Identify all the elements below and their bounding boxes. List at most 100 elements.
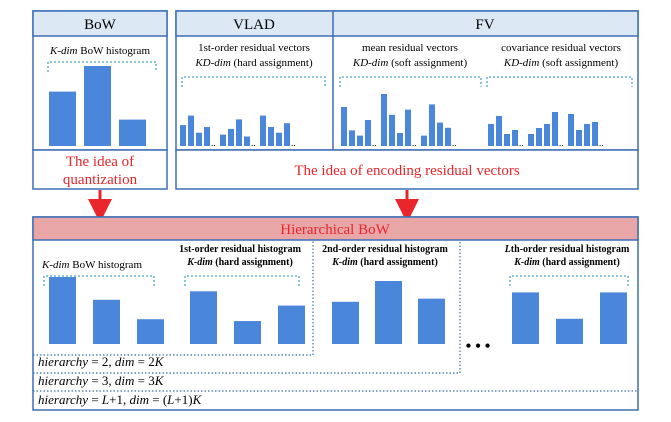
group-separator-dots: .. bbox=[291, 138, 296, 148]
histogram-bar bbox=[332, 301, 359, 344]
residual-bar bbox=[260, 115, 266, 146]
hier-bow-caption: K-dim BoW histogram bbox=[41, 259, 142, 271]
residual-bar bbox=[180, 125, 186, 146]
hier-lth-bars bbox=[512, 292, 627, 344]
idea-quantization-line-2: quantization bbox=[63, 172, 138, 188]
hier-title: Hierarchical BoW bbox=[280, 222, 390, 238]
hier-first-caption-1: 1st-order residual histogram bbox=[179, 244, 302, 255]
hier-first-caption-2: K-dim (hard assignment) bbox=[186, 257, 293, 268]
residual-bar bbox=[536, 128, 542, 146]
residual-bar bbox=[488, 124, 494, 146]
hier-first-bars bbox=[190, 291, 305, 344]
residual-bar bbox=[268, 127, 274, 146]
histogram-bar bbox=[49, 91, 76, 146]
group-separator-dots: .. bbox=[211, 138, 216, 148]
histogram-bar bbox=[119, 119, 146, 146]
hier-row-l: hierarchy = L+1, dim = (L+1)K bbox=[38, 392, 203, 407]
residual-bar bbox=[381, 94, 387, 146]
bow-bars bbox=[49, 66, 146, 146]
fv-mean-dotted-bracket bbox=[339, 76, 482, 87]
histogram-bar bbox=[278, 305, 305, 344]
fv-cov-bars: ...... bbox=[488, 112, 604, 148]
residual-bar bbox=[236, 119, 242, 146]
residual-bar bbox=[445, 127, 451, 146]
residual-bar bbox=[204, 127, 210, 146]
histogram-bar bbox=[556, 318, 583, 344]
fv-cov-dotted-bracket bbox=[486, 76, 633, 87]
hier-outline-2 bbox=[33, 240, 314, 356]
vlad-caption-2: KD-dim (hard assignment) bbox=[194, 57, 313, 69]
idea-residual-text: The idea of encoding residual vectors bbox=[294, 163, 519, 179]
residual-bar bbox=[196, 132, 202, 146]
group-separator-dots: .. bbox=[519, 138, 524, 148]
histogram-bar bbox=[93, 299, 120, 344]
residual-bar bbox=[341, 107, 347, 146]
residual-bar bbox=[568, 114, 574, 146]
hier-lth-caption-1: Lth-order residual histogram bbox=[504, 244, 630, 255]
histogram-bar bbox=[512, 292, 539, 344]
group-separator-dots: .. bbox=[251, 138, 256, 148]
bow-panel: BoW K-dim BoW histogram bbox=[32, 10, 168, 151]
vlad-caption-1: 1st-order residual vectors bbox=[198, 42, 310, 54]
histogram-bar bbox=[49, 277, 76, 344]
fv-mean-bars: ...... bbox=[341, 94, 457, 148]
fv-title: FV bbox=[475, 17, 494, 33]
residual-bar bbox=[276, 132, 282, 146]
residual-bar bbox=[421, 135, 427, 146]
vlad-bars: ...... bbox=[180, 115, 296, 148]
vlad-title: VLAD bbox=[233, 17, 275, 33]
hier-second-caption-2: K-dim (hard assignment) bbox=[331, 257, 438, 268]
hier-bow-dotted-bracket bbox=[43, 275, 155, 286]
residual-bar bbox=[544, 124, 550, 146]
fv-cov-caption-2: KD-dim (soft assignment) bbox=[503, 57, 619, 69]
histogram-bar bbox=[137, 319, 164, 344]
group-separator-dots: .. bbox=[559, 138, 564, 148]
vlad-fv-panel: VLAD FV 1st-order residual vectors KD-di… bbox=[175, 10, 639, 151]
residual-bar bbox=[429, 104, 435, 146]
residual-bar bbox=[512, 130, 518, 146]
hier-ellipsis: • • • bbox=[466, 338, 491, 355]
histogram-bar bbox=[600, 292, 627, 344]
histogram-bar bbox=[375, 281, 402, 344]
hier-first-dotted-bracket bbox=[184, 275, 300, 286]
residual-bar bbox=[504, 134, 510, 146]
residual-bar bbox=[357, 135, 363, 146]
residual-bar bbox=[397, 133, 403, 146]
histogram-bar bbox=[190, 291, 217, 344]
hier-second-caption-1: 2nd-order residual histogram bbox=[322, 244, 448, 255]
hier-second-bars bbox=[332, 281, 445, 344]
residual-bar bbox=[188, 115, 194, 146]
bow-dotted-bracket bbox=[47, 61, 157, 72]
residual-bar bbox=[552, 112, 558, 146]
histogram-bar bbox=[84, 66, 111, 146]
residual-bar bbox=[349, 130, 355, 146]
residual-bar bbox=[405, 109, 411, 146]
residual-bar bbox=[592, 122, 598, 146]
histogram-bar bbox=[418, 298, 445, 344]
fv-mean-caption-2: KD-dim (soft assignment) bbox=[352, 57, 468, 69]
fv-mean-caption-1: mean residual vectors bbox=[362, 42, 458, 54]
bow-title: BoW bbox=[84, 17, 117, 33]
hier-bow-bars bbox=[49, 277, 164, 344]
residual-bar bbox=[365, 120, 371, 146]
residual-bar bbox=[584, 124, 590, 146]
fv-cov-caption-1: covariance residual vectors bbox=[501, 42, 621, 54]
residual-bar bbox=[576, 130, 582, 146]
residual-bar bbox=[220, 134, 226, 146]
hier-lth-caption-2: K-dim (hard assignment) bbox=[513, 257, 620, 268]
residual-bar bbox=[437, 122, 443, 146]
histogram-bar bbox=[234, 321, 261, 344]
group-separator-dots: .. bbox=[372, 138, 377, 148]
group-separator-dots: .. bbox=[452, 138, 457, 148]
hierarchical-bow-panel: Hierarchical BoW K-dim BoW histogram 1st… bbox=[32, 216, 639, 411]
residual-bar bbox=[528, 134, 534, 146]
group-separator-dots: .. bbox=[599, 138, 604, 148]
idea-quantization-line-1: The idea of bbox=[66, 154, 134, 170]
residual-bar bbox=[244, 136, 250, 146]
group-separator-dots: .. bbox=[412, 138, 417, 148]
residual-bar bbox=[284, 123, 290, 146]
idea-residual-box: The idea of encoding residual vectors bbox=[175, 149, 639, 190]
residual-bar bbox=[496, 116, 502, 146]
vlad-dotted-bracket bbox=[181, 76, 326, 87]
